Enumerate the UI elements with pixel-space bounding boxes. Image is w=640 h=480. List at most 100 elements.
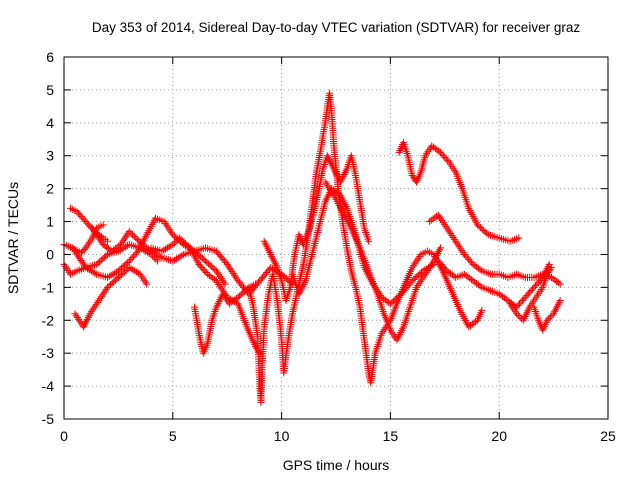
data-point: [97, 237, 105, 245]
data-point: [444, 157, 452, 165]
data-point: [163, 244, 171, 252]
data-point: [127, 255, 135, 263]
data-point: [215, 280, 223, 288]
y-axis-label: SDTVAR / TECUs: [5, 182, 21, 294]
data-point: [533, 280, 541, 288]
data-point: [434, 257, 442, 265]
data-point: [196, 262, 204, 270]
data-point: [81, 262, 89, 270]
data-point: [129, 266, 137, 274]
data-point: [99, 221, 107, 229]
data-point: [517, 298, 525, 306]
data-point: [131, 267, 139, 275]
y-tick-label: 4: [46, 115, 54, 131]
data-point: [122, 243, 130, 251]
data-point: [109, 270, 117, 278]
data-point: [436, 244, 444, 252]
data-point: [79, 214, 87, 222]
data-point: [439, 152, 447, 160]
data-point: [130, 232, 138, 240]
data-point: [438, 150, 446, 158]
data-point: [127, 229, 135, 237]
data-point: [526, 288, 534, 296]
data-point: [530, 283, 538, 291]
series-arc-6: [88, 224, 296, 298]
data-point: [72, 249, 80, 257]
x-tick-label: 0: [60, 428, 68, 444]
data-point: [85, 266, 93, 274]
data-point: [441, 153, 449, 161]
data-point: [548, 311, 556, 319]
data-point: [91, 269, 99, 277]
data-point: [143, 280, 151, 288]
data-point: [230, 271, 238, 279]
y-tick-label: 1: [46, 214, 54, 230]
data-point: [224, 262, 232, 270]
data-point: [545, 315, 553, 323]
data-point: [83, 219, 91, 227]
data-point: [174, 254, 182, 262]
data-point: [546, 265, 554, 273]
data-point: [516, 300, 524, 308]
data-point: [69, 244, 77, 252]
series-arc-10: [260, 152, 373, 305]
data-point: [365, 237, 373, 245]
y-tick-label: -4: [42, 378, 55, 394]
data-point: [468, 259, 476, 267]
data-point: [169, 241, 177, 249]
x-axis-label: GPS time / hours: [283, 457, 390, 473]
data-point: [396, 291, 404, 299]
data-point: [227, 266, 235, 274]
series-arc-7: [147, 234, 264, 357]
data-point: [518, 297, 526, 305]
data-point: [483, 229, 491, 237]
data-point: [265, 265, 273, 273]
data-point: [115, 242, 123, 250]
data-point: [267, 264, 275, 272]
data-point: [527, 287, 535, 295]
data-point: [125, 264, 133, 272]
data-point: [465, 255, 473, 263]
y-tick-label: -3: [42, 345, 55, 361]
data-point: [466, 257, 474, 265]
data-point: [154, 257, 162, 265]
data-point: [73, 251, 81, 259]
data-point: [201, 267, 209, 275]
data-point: [76, 211, 84, 219]
data-point: [130, 252, 138, 260]
data-point: [435, 147, 443, 155]
data-point: [127, 265, 135, 273]
data-point: [212, 277, 220, 285]
data-point: [165, 243, 173, 251]
data-point: [442, 265, 450, 273]
data-point: [129, 231, 137, 239]
data-point: [529, 285, 537, 293]
data-point: [515, 234, 523, 242]
data-point: [77, 256, 85, 264]
data-point: [433, 212, 441, 220]
data-point: [543, 316, 551, 324]
data-point: [228, 268, 236, 276]
data-point: [407, 278, 415, 286]
data-point: [223, 260, 231, 268]
data-point: [520, 295, 528, 303]
data-point: [221, 280, 229, 288]
data-point: [104, 273, 112, 281]
data-point: [476, 282, 484, 290]
data-point: [94, 233, 102, 241]
data-point: [439, 262, 447, 270]
data-point: [546, 313, 554, 321]
data-point: [195, 260, 203, 268]
data-point: [102, 252, 110, 260]
data-point: [93, 231, 101, 239]
data-point: [78, 258, 86, 266]
data-point: [442, 155, 450, 163]
series-arc-12: [321, 178, 444, 344]
data-point: [88, 224, 96, 232]
data-point: [76, 255, 84, 263]
data-points: [60, 89, 564, 407]
data-point: [133, 268, 141, 276]
data-point: [523, 292, 531, 300]
data-point: [217, 284, 225, 292]
